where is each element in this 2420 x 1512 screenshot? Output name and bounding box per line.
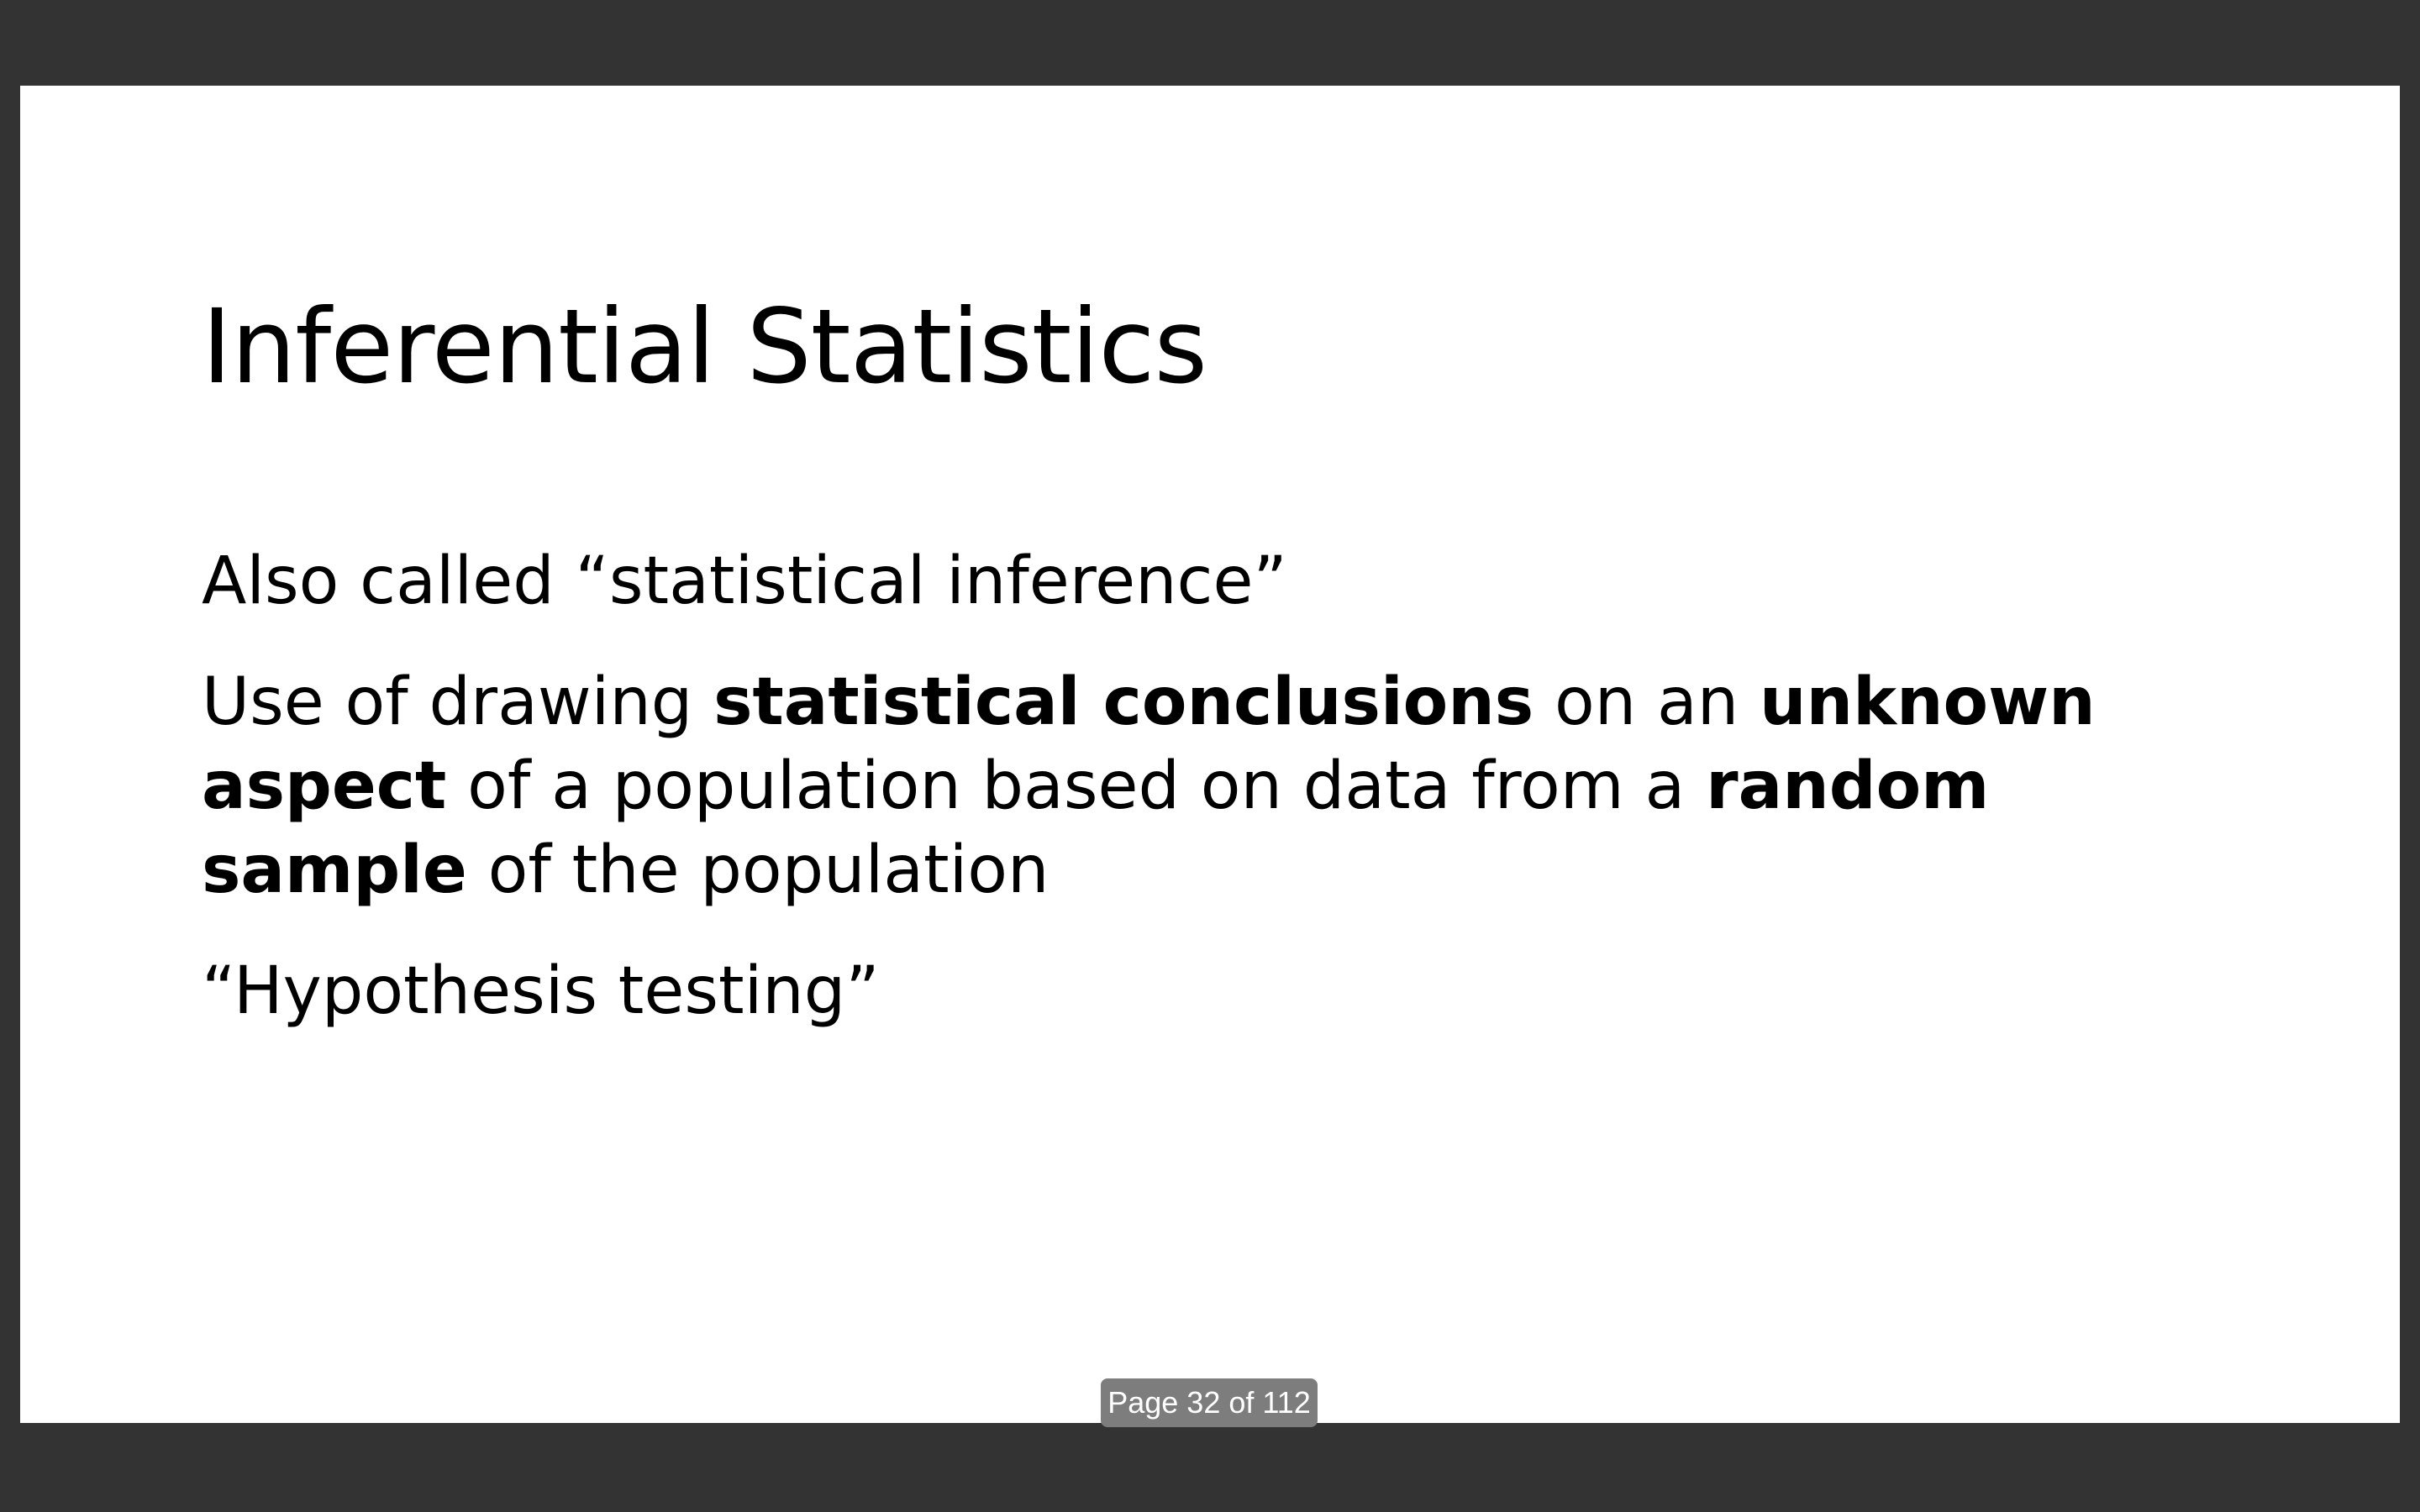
definition-text: of the population <box>466 832 1050 908</box>
bullet-definition: Use of drawing statistical conclusions o… <box>202 660 2202 912</box>
bullet-hypothesis-testing: “Hypothesis testing” <box>202 953 880 1029</box>
definition-text: on an <box>1534 664 1760 740</box>
slide-body: Also called “statistical inference” Use … <box>202 539 2202 1070</box>
definition-bold-text: random sample <box>202 748 1990 908</box>
definition-text: of a population based on data from a <box>446 748 1707 824</box>
slide-title: Inferential Statistics <box>202 287 1207 407</box>
bullet-also-called: Also called “statistical inference” <box>202 543 1287 619</box>
definition-text: Use of drawing <box>202 664 714 740</box>
definition-bold-text: unknown aspect <box>202 664 2096 824</box>
page-indicator: Page 32 of 112 <box>1101 1378 1318 1427</box>
definition-bold-text: statistical conclusions <box>713 664 1534 740</box>
slide-page: Inferential Statistics Also called “stat… <box>20 86 2400 1423</box>
